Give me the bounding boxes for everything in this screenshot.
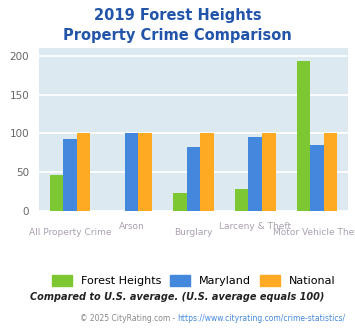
Text: Property Crime Comparison: Property Crime Comparison <box>63 28 292 43</box>
Bar <box>77 133 90 211</box>
Text: Burglary: Burglary <box>174 228 213 237</box>
Text: 2019 Forest Heights: 2019 Forest Heights <box>94 8 261 23</box>
Bar <box>248 137 262 211</box>
Bar <box>173 193 187 211</box>
Bar <box>310 145 324 211</box>
Text: Larceny & Theft: Larceny & Theft <box>219 222 291 231</box>
Bar <box>200 133 214 211</box>
Bar <box>235 189 248 211</box>
Bar <box>50 176 63 211</box>
Text: All Property Crime: All Property Crime <box>29 228 111 237</box>
Text: Compared to U.S. average. (U.S. average equals 100): Compared to U.S. average. (U.S. average … <box>30 292 325 302</box>
Text: https://www.cityrating.com/crime-statistics/: https://www.cityrating.com/crime-statist… <box>178 314 346 323</box>
Bar <box>324 133 337 211</box>
Bar <box>63 139 77 211</box>
Text: © 2025 CityRating.com -: © 2025 CityRating.com - <box>80 314 178 323</box>
Text: Motor Vehicle Theft: Motor Vehicle Theft <box>273 228 355 237</box>
Text: Arson: Arson <box>119 222 144 231</box>
Bar <box>297 61 310 211</box>
Bar <box>262 133 275 211</box>
Legend: Forest Heights, Maryland, National: Forest Heights, Maryland, National <box>47 270 340 291</box>
Bar <box>125 133 138 211</box>
Bar <box>138 133 152 211</box>
Bar <box>187 148 200 211</box>
